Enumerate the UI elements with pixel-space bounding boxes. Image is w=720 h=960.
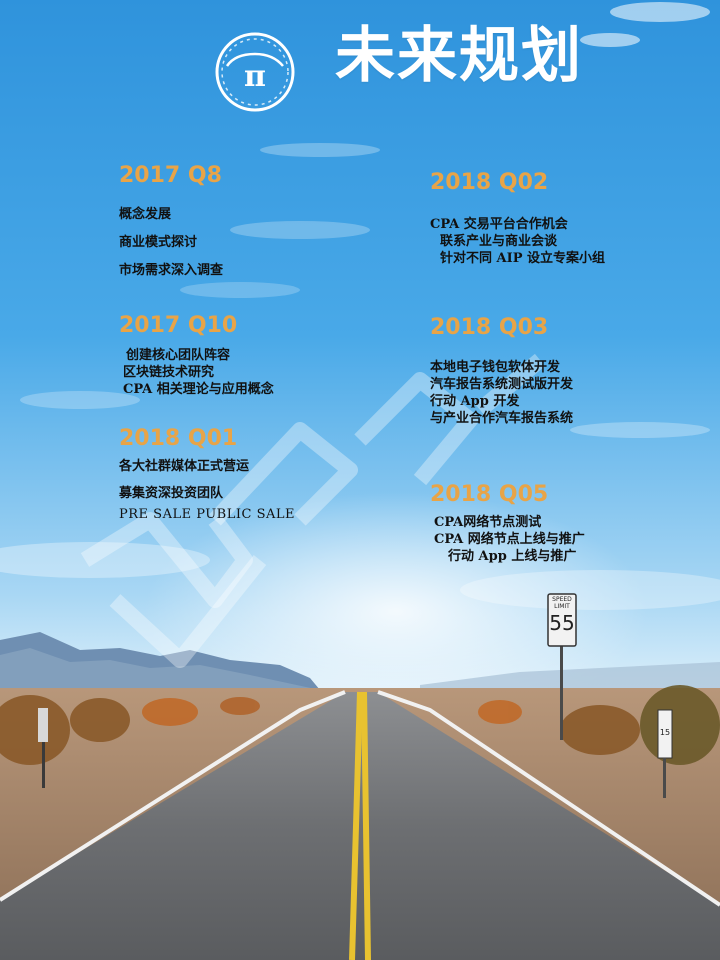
page-title: 未来规划 [335, 21, 583, 91]
milestone-2017-q10: 2017 Q10 创建核心团队阵容 区块链技术研究 CPA 相关理论与应用概念 [119, 315, 279, 398]
milestone-item: CPA网络节点测试 [434, 515, 542, 530]
milestone-heading: 2018 Q02 [430, 170, 549, 195]
milestone-item: 与产业合作汽车报告系统 [430, 411, 574, 426]
sign-line-speed: SPEED [552, 596, 572, 603]
milestone-item: 概念发展 [119, 207, 172, 222]
speed-limit-sign: SPEED LIMIT 55 [548, 596, 576, 635]
milestone-2018-q02: 2018 Q02 CPA 交易平台合作机会 联系产业与商业会谈 针对不同 AIP… [430, 172, 605, 267]
milestone-2018-q01: 2018 Q01 各大社群媒体正式营运 募集资深投资团队 PRE SALE PU… [119, 428, 295, 523]
milestone-item: 商业模式探讨 [119, 235, 198, 250]
sign-line-limit: LIMIT [554, 603, 570, 610]
milestone-item: CPA 网络节点上线与推广 [434, 532, 585, 547]
milestone-heading: 2017 Q8 [119, 163, 222, 188]
post-number-sign: 15 [659, 728, 671, 737]
logo-pi-glyph: π [244, 59, 266, 94]
milestone-item: 针对不同 AIP 设立专案小组 [440, 251, 605, 266]
milestone-item: CPA 相关理论与应用概念 [123, 382, 274, 397]
milestone-heading: 2017 Q10 [119, 313, 238, 338]
milestone-item: 行动 App 开发 [430, 394, 520, 409]
milestone-2017-q8: 2017 Q8 概念发展 商业模式探讨 市场需求深入调查 [119, 165, 223, 285]
milestone-item: 汽车报告系统测试版开发 [430, 377, 574, 392]
milestone-item: 联系产业与商业会谈 [440, 234, 558, 249]
milestone-2018-q03: 2018 Q03 本地电子钱包软体开发 汽车报告系统测试版开发 行动 App 开… [430, 317, 573, 427]
milestone-heading: 2018 Q01 [119, 426, 238, 451]
milestone-item: 区块链技术研究 [123, 365, 215, 380]
milestone-item: 创建核心团队阵容 [126, 348, 231, 363]
milestone-2018-q05: 2018 Q05 CPA网络节点测试 CPA 网络节点上线与推广 行动 App … [430, 484, 585, 565]
milestone-heading: 2018 Q05 [430, 482, 549, 507]
milestone-item: CPA 交易平台合作机会 [430, 217, 568, 232]
pi-car-logo-icon: π [215, 32, 295, 112]
milestone-item: 各大社群媒体正式营运 [119, 459, 250, 474]
sign-speed-value: 55 [549, 611, 575, 635]
milestone-item: 行动 App 上线与推广 [448, 549, 577, 564]
milestone-item: 市场需求深入调查 [119, 263, 224, 278]
milestone-item: 募集资深投资团队 [119, 486, 224, 501]
milestone-item: PRE SALE PUBLIC SALE [119, 507, 295, 522]
milestone-item: 本地电子钱包软体开发 [430, 360, 561, 375]
milestone-heading: 2018 Q03 [430, 315, 549, 340]
